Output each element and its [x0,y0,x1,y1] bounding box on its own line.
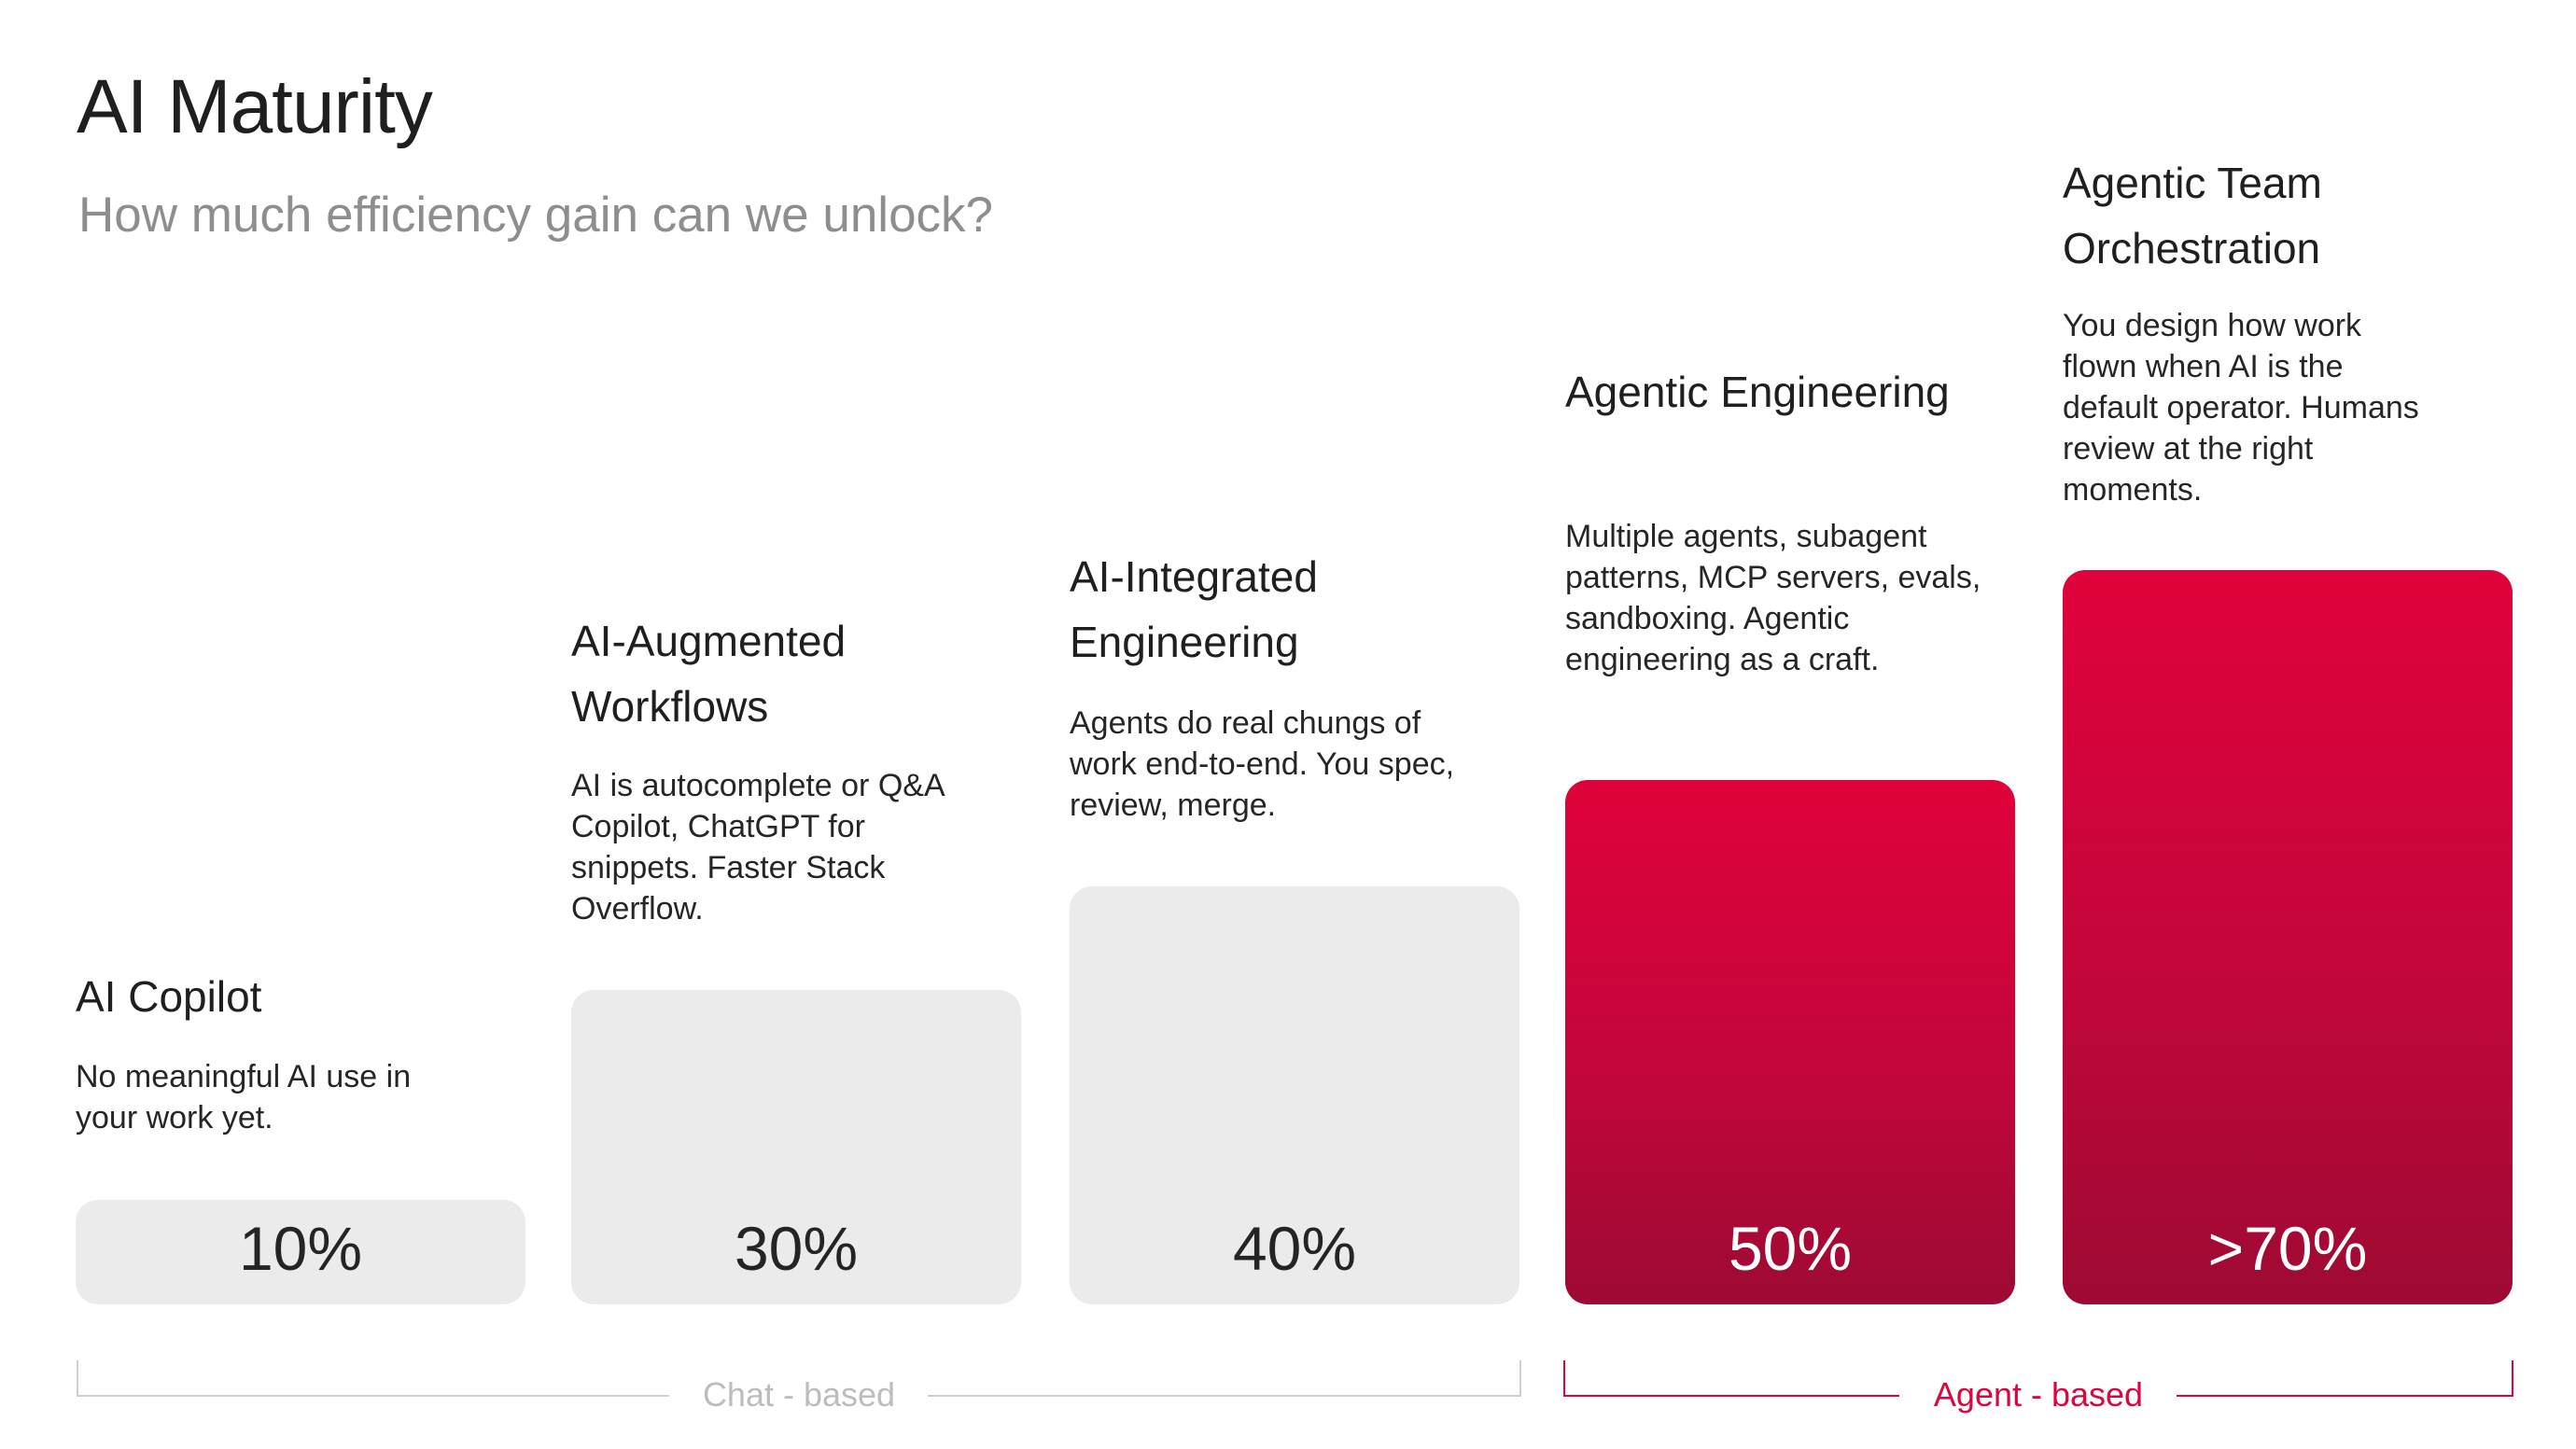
bar-value-label: 10% [238,1214,363,1283]
stage-description: Agents do real chungs of work end-to-end… [1070,705,1455,823]
page-title: AI Maturity [77,64,433,149]
group-bracket-chat: Chat - based [77,1360,1521,1416]
stage-description: Multiple agents, subagent patterns, MCP … [1565,519,1981,677]
stage-name: AI-Integrated Engineering [1070,552,1318,666]
bar-2: 30% [571,990,1021,1304]
group-bracket-agent: Agent - based [1563,1360,2513,1416]
bar-value-label: 40% [1232,1214,1357,1283]
group-label-agent: Agent - based [1933,1375,2144,1414]
group-label-chat: Chat - based [702,1375,896,1414]
page-subtitle: How much efficiency gain can we unlock? [78,188,994,243]
stage-name: AI Copilot [76,972,262,1021]
stage-description: No meaningful AI use in your work yet. [76,1059,412,1136]
stage-name: Agentic Engineering [1565,368,1950,416]
bar-value-label: 30% [734,1214,859,1283]
bar-3: 40% [1070,886,1519,1304]
bar-5: >70% [2063,570,2513,1304]
stage-description: You design how work flown when AI is the… [2063,308,2419,508]
bar-value-label: >70% [2207,1214,2368,1283]
bar-4: 50% [1565,780,2015,1304]
bar-value-label: 50% [1728,1214,1853,1283]
stage-name: Agentic Team Orchestration [2063,159,2322,272]
bar-1: 10% [76,1200,525,1304]
stage-name: AI-Augmented Workflows [571,617,847,731]
stage-description: AI is autocomplete or Q&A Copilot, ChatG… [571,768,944,927]
